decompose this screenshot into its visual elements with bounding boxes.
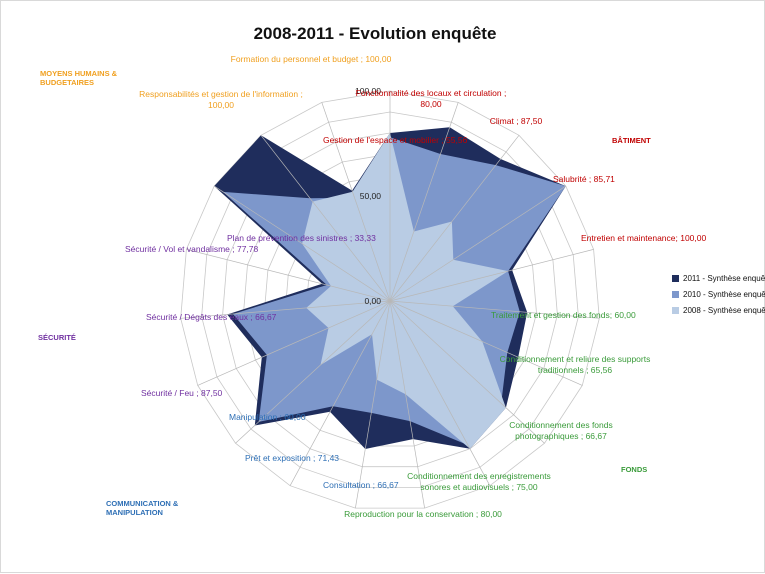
grid-ring: [180, 90, 600, 509]
point-label: Climat ; 87,50: [490, 116, 543, 126]
point-label: Traitement et gestion des fonds; 60,00: [491, 310, 636, 320]
group-label: BUDGETAIRES: [40, 78, 94, 87]
legend-swatch: [672, 275, 679, 282]
point-labels: Fonctionnalité des locaux et circulation…: [125, 54, 706, 519]
spoke: [355, 300, 391, 509]
group-label: MANIPULATION: [106, 508, 163, 517]
legend-label: 2011 - Synthèse enquête: [683, 274, 765, 283]
spoke: [389, 185, 566, 302]
point-label: Conditionnement des enregistrements: [407, 471, 551, 481]
point-label: Salubrité ; 85,71: [553, 174, 615, 184]
point-label-line2: 100,00: [208, 100, 234, 110]
point-label: Conditionnement et reliure des supports: [500, 354, 651, 364]
group-label: MOYENS HUMAINS &: [40, 69, 118, 78]
spoke: [197, 300, 391, 386]
spoke: [389, 300, 425, 509]
radar-spokes: [180, 91, 600, 509]
spoke: [289, 300, 391, 486]
spoke: [180, 300, 391, 319]
point-label: Responsabilités et gestion de l'informat…: [139, 89, 303, 99]
tick-label: 100,00: [355, 86, 381, 96]
point-label-line2: sonores et audiovisuels ; 75,00: [420, 482, 537, 492]
point-label: Fonctionnalité des locaux et circulation…: [356, 88, 507, 98]
legend-label: 2010 - Synthèse enquête: [683, 290, 765, 299]
group-label: COMMUNICATION &: [106, 499, 179, 508]
spoke: [260, 135, 391, 302]
spoke: [321, 102, 391, 302]
spoke: [186, 249, 391, 302]
group-label: SÉCURITÉ: [38, 333, 76, 342]
legend-swatch: [672, 291, 679, 298]
group-labels: BÂTIMENT FONDS COMMUNICATION &MANIPULATION…: [38, 69, 651, 517]
point-label: Sécurité / Feu ; 87,50: [141, 388, 223, 398]
group-label: BÂTIMENT: [612, 136, 651, 145]
point-label: Plan de prévention des sinistres ; 33,33: [227, 233, 376, 243]
point-label-line2: 80,00: [420, 99, 442, 109]
point-label: Sécurité / Vol et vandalisme ; 77,78: [125, 244, 259, 254]
radial-tick-labels: 0,00 50,00 100,00: [355, 86, 381, 306]
spoke: [389, 300, 545, 444]
spoke: [389, 102, 459, 302]
spoke: [389, 300, 583, 386]
point-label: Conditionnement des fonds: [509, 420, 613, 430]
point-label: Manipulation ; 60,00: [229, 412, 306, 422]
point-label: Entretien et maintenance; 100,00: [581, 233, 706, 243]
spoke: [214, 185, 391, 302]
chart-title: 2008-2011 - Evolution enquête: [254, 24, 497, 43]
point-label-line2: traditionnels ; 65,56: [538, 365, 612, 375]
spoke: [389, 135, 520, 302]
point-label: Gestion de l'espace et mobilier ; 55,56: [323, 135, 468, 145]
legend-label: 2008 - Synthèse enquête: [683, 306, 765, 315]
tick-label: 50,00: [360, 191, 382, 201]
legend: 2011 - Synthèse enquête 2010 - Synthèse e…: [672, 274, 765, 315]
spoke: [389, 300, 600, 319]
legend-swatch: [672, 307, 679, 314]
point-label: Sécurité / Dégâts des eaux ; 66,67: [146, 312, 277, 322]
point-label: Consultation ; 66,67: [323, 480, 399, 490]
point-label: Prêt et exposition ; 71,43: [245, 453, 339, 463]
tick-label: 0,00: [364, 296, 381, 306]
point-label: Reproduction pour la conservation ; 80,0…: [344, 509, 502, 519]
spoke: [389, 249, 594, 302]
spoke: [389, 300, 491, 486]
group-label: FONDS: [621, 465, 647, 474]
spoke: [235, 300, 391, 444]
point-label: Formation du personnel et budget ; 100,0…: [231, 54, 392, 64]
point-label-line2: photographiques ; 66,67: [515, 431, 607, 441]
